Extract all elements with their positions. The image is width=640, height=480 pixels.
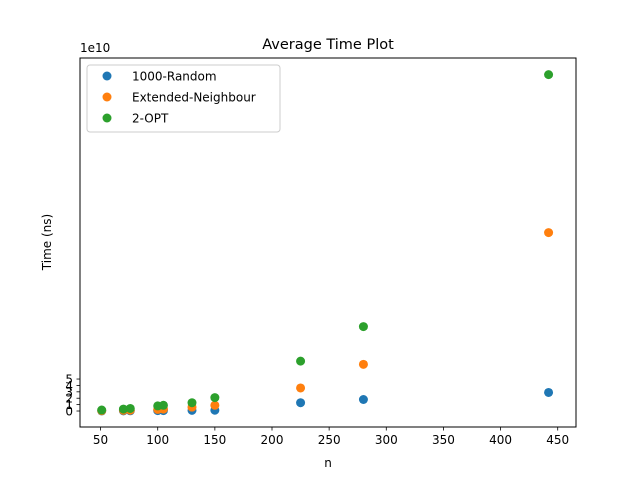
y-tick-label: 5 [65, 373, 73, 387]
x-tick-label: 450 [546, 433, 569, 447]
y-tick-label: 4 [65, 379, 73, 393]
plot-area [97, 70, 554, 416]
data-point [544, 387, 554, 397]
data-point [125, 403, 135, 413]
legend-marker [102, 71, 112, 81]
axes-frame [79, 57, 577, 428]
legend-marker [102, 113, 112, 123]
y-tick-label: 2 [65, 392, 73, 406]
data-point [296, 383, 306, 393]
x-tick-label: 400 [489, 433, 512, 447]
y-tick-label: 3 [65, 385, 73, 399]
data-point [358, 359, 368, 369]
data-point [358, 395, 368, 405]
x-tick-label: 250 [318, 433, 341, 447]
chart-title: Average Time Plot [262, 37, 394, 53]
x-tick-label: 100 [146, 433, 169, 447]
data-point [210, 400, 220, 410]
legend-box [86, 64, 281, 133]
data-point [544, 70, 554, 80]
legend-label: 1000-Random [132, 70, 217, 84]
x-tick-label: 350 [432, 433, 455, 447]
y-tick-label: 1 [65, 398, 73, 412]
data-point [118, 404, 128, 414]
x-tick-label: 300 [375, 433, 398, 447]
legend-label: 2-OPT [132, 112, 169, 126]
y-tick-label: 0 [65, 405, 73, 419]
y-axis-label: Time (ns) [40, 214, 54, 271]
legend-label: Extended-Neighbour [132, 91, 256, 105]
x-tick-label: 150 [203, 433, 226, 447]
data-point [358, 322, 368, 332]
x-tick-label: 200 [261, 433, 284, 447]
data-point [544, 228, 554, 238]
data-point [187, 398, 197, 408]
x-axis-label: n [324, 456, 332, 470]
legend-marker [102, 92, 112, 102]
y-offset-label: 1e10 [80, 41, 110, 55]
x-tick-label: 50 [93, 433, 108, 447]
data-point [97, 405, 107, 415]
series-2-opt [97, 70, 554, 415]
data-point [210, 393, 220, 403]
data-point [296, 356, 306, 366]
data-point [296, 398, 306, 408]
legend: 1000-Random Extended-Neighbour 2-OPT [86, 64, 281, 133]
data-point [158, 400, 168, 410]
